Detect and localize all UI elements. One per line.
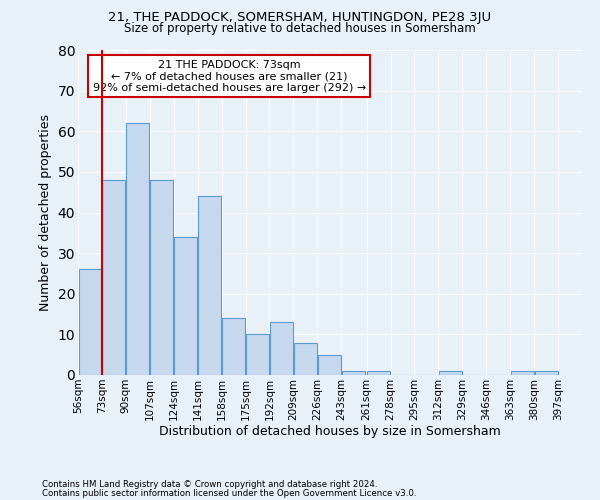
Bar [439,371,462,375]
Text: Contains HM Land Registry data © Crown copyright and database right 2024.: Contains HM Land Registry data © Crown c… [42,480,377,489]
Bar [342,371,365,375]
Bar [127,123,149,375]
Bar [222,318,245,375]
Bar [151,180,173,375]
Bar [198,196,221,375]
Bar [318,354,341,375]
Bar [79,270,101,375]
Bar [294,342,317,375]
Text: Size of property relative to detached houses in Somersham: Size of property relative to detached ho… [124,22,476,35]
Bar [367,371,390,375]
Bar [511,371,533,375]
Text: 21 THE PADDOCK: 73sqm
← 7% of detached houses are smaller (21)
92% of semi-detac: 21 THE PADDOCK: 73sqm ← 7% of detached h… [92,60,366,93]
X-axis label: Distribution of detached houses by size in Somersham: Distribution of detached houses by size … [159,426,501,438]
Bar [246,334,269,375]
Y-axis label: Number of detached properties: Number of detached properties [39,114,52,311]
Bar [270,322,293,375]
Bar [174,237,197,375]
Bar [535,371,557,375]
Text: 21, THE PADDOCK, SOMERSHAM, HUNTINGDON, PE28 3JU: 21, THE PADDOCK, SOMERSHAM, HUNTINGDON, … [109,11,491,24]
Text: Contains public sector information licensed under the Open Government Licence v3: Contains public sector information licen… [42,488,416,498]
Bar [103,180,125,375]
